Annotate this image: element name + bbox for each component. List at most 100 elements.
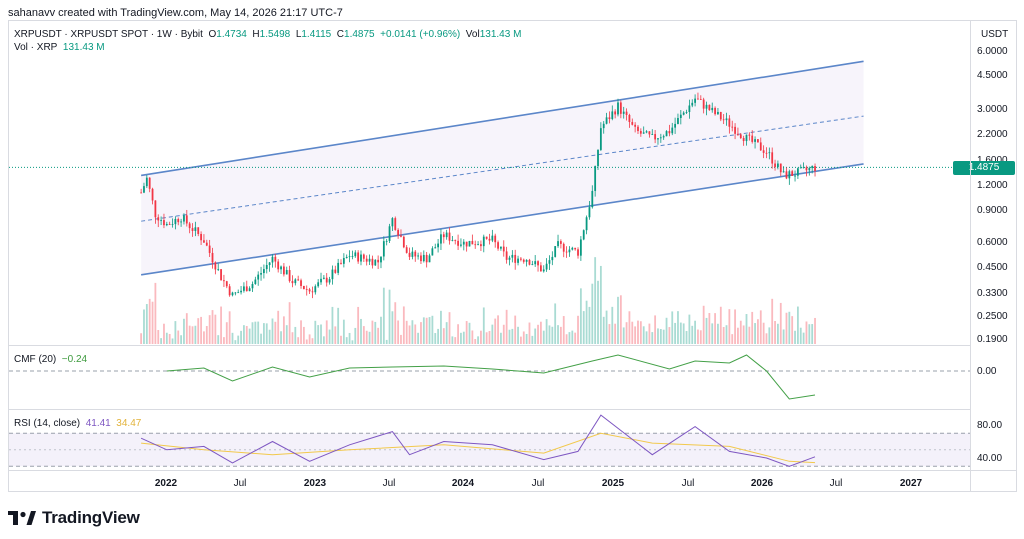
volume-legend[interactable]: Vol · XRP 131.43 M (14, 42, 105, 53)
candle-body (757, 139, 759, 143)
cmf-pane (9, 354, 970, 400)
volume-bar (779, 302, 782, 344)
volume-bar (697, 329, 699, 344)
candle-body (311, 291, 314, 293)
symbol-name: XRPUSDT · XRPUSDT SPOT · 1W · Bybit (14, 29, 203, 40)
volume-bar (331, 306, 334, 344)
volume-bar (642, 326, 645, 344)
volume-bar (280, 331, 282, 344)
volume-bar (811, 324, 814, 344)
rsi-legend[interactable]: RSI (14, close) 41.41 34.47 (14, 418, 141, 429)
symbol-legend[interactable]: XRPUSDT · XRPUSDT SPOT · 1W · Bybit O1.4… (14, 29, 521, 40)
candle-body (188, 223, 191, 229)
tradingview-logo[interactable]: TradingView (8, 508, 140, 528)
candle-body (280, 266, 282, 270)
candle-body (274, 256, 277, 262)
volume-bar (528, 322, 531, 344)
volume-bar (291, 332, 294, 344)
candle-body (725, 118, 728, 121)
volume-bar (542, 330, 545, 344)
candle-body (617, 102, 619, 115)
volume-bar (340, 335, 342, 344)
candle-body (471, 240, 474, 245)
volume-bar (785, 312, 788, 344)
volume-bar (485, 332, 488, 344)
rsi-legend-label: RSI (14, close) (14, 418, 81, 429)
volume-bar (597, 280, 599, 344)
candle-body (377, 259, 380, 263)
volume-bar (768, 327, 771, 344)
volume-bar (154, 282, 157, 344)
volume-bar (474, 339, 477, 344)
volume-bar (619, 295, 622, 344)
volume-bar (668, 327, 671, 344)
candle-body (385, 240, 388, 242)
volume-bar (634, 326, 637, 344)
volume-bar (157, 329, 160, 344)
price-tick: 4.5000 (977, 70, 1008, 81)
volume-bar (691, 325, 694, 344)
candle-body (488, 238, 491, 241)
price-tick: 6.0000 (977, 46, 1008, 57)
cmf-tick: 0.00 (977, 366, 997, 377)
candle-body (360, 254, 362, 262)
volume-bar (388, 289, 391, 344)
candle-body (243, 286, 245, 291)
volume-bar (654, 315, 657, 344)
candle-body (325, 277, 328, 283)
candle-body (754, 139, 756, 142)
candle-body (705, 104, 708, 109)
volume-bar (480, 330, 482, 344)
candle-body (140, 192, 143, 194)
candle-body (442, 234, 445, 238)
volume-bar (717, 323, 719, 344)
candle-body (171, 224, 174, 225)
candle-body (477, 244, 479, 245)
volume-bar (517, 326, 519, 344)
candle-body (394, 218, 397, 230)
volume-bar (734, 309, 736, 344)
open-label: O (208, 29, 217, 40)
volume-bar (223, 337, 225, 344)
candle-body (771, 152, 774, 164)
candle-body (185, 215, 188, 224)
volume-bar (243, 325, 245, 344)
volume-bar (802, 332, 805, 344)
volume-bar (288, 302, 291, 344)
volume-bar (651, 332, 654, 344)
candle-body (768, 152, 771, 154)
price-tick: 2.2000 (977, 129, 1008, 140)
candle-body (571, 247, 574, 250)
candle-body (157, 217, 160, 221)
candle-body (554, 246, 557, 257)
cmf-legend[interactable]: CMF (20) −0.24 (14, 354, 87, 365)
candle-body (802, 167, 805, 169)
candle-body (454, 240, 457, 241)
volume-bar (725, 325, 728, 344)
candle-body (445, 232, 448, 238)
candle-body (657, 138, 659, 140)
volume-bar (708, 313, 711, 344)
volume-bar (491, 324, 494, 344)
candle-body (737, 133, 739, 135)
candle-body (631, 122, 634, 125)
volume-bar (351, 340, 354, 344)
volume-bar (357, 306, 360, 344)
candle-body (348, 256, 351, 258)
candle-body (614, 111, 617, 115)
candle-body (411, 251, 414, 257)
volume-bar (688, 314, 691, 344)
volume-bar (248, 328, 251, 344)
candle-body (491, 235, 494, 241)
volume-bar (808, 324, 811, 344)
candle-body (245, 286, 248, 292)
volume-bar (602, 316, 605, 344)
candle-body (697, 98, 699, 100)
volume-bar (440, 310, 442, 344)
candle-body (579, 239, 582, 256)
volume-bar (263, 323, 265, 344)
candle-body (559, 241, 562, 244)
candle-body (514, 254, 517, 263)
volume-bar (548, 325, 551, 344)
